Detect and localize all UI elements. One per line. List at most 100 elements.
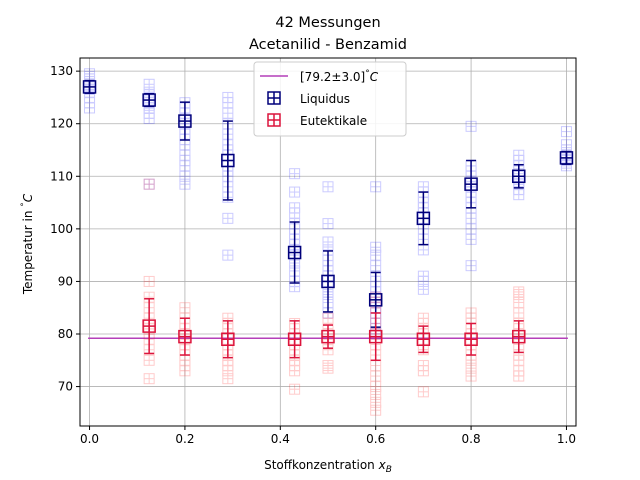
scatter-point — [179, 365, 191, 377]
marker-box — [465, 260, 477, 272]
scatter-point — [222, 91, 234, 103]
scatter-point — [179, 302, 191, 314]
y-axis-label-unit: C — [21, 193, 35, 202]
scatter-point — [513, 354, 525, 366]
marker-box — [222, 249, 234, 261]
scatter-point — [289, 360, 301, 372]
scatter-point — [370, 181, 382, 193]
legend-eutectic-value: [79.2±3.0] — [300, 70, 365, 84]
y-tick-label: 130 — [50, 64, 73, 78]
errorbar-liquidus — [142, 92, 156, 108]
marker-box — [179, 155, 191, 167]
marker-box — [465, 362, 477, 374]
marker-box — [179, 302, 191, 314]
scatter-point — [289, 207, 301, 219]
marker-box — [322, 181, 334, 193]
marker-box — [465, 120, 477, 132]
scatter-point — [179, 178, 191, 190]
scatter-point — [222, 212, 234, 224]
scatter-point — [560, 139, 572, 151]
marker-box — [370, 404, 382, 416]
scatter-point — [179, 170, 191, 182]
scatter-point — [465, 362, 477, 374]
scatter-point — [84, 68, 96, 80]
x-tick-label: 1.0 — [557, 432, 576, 446]
scatter-point — [417, 275, 429, 287]
marker-box — [289, 202, 301, 214]
x-axis-label: Stoffkonzentration xB — [264, 458, 392, 475]
scatter-point — [417, 365, 429, 377]
scatter-point — [143, 112, 155, 124]
x-tick-label: 0.2 — [175, 432, 194, 446]
marker-box — [370, 260, 382, 272]
marker-box — [417, 270, 429, 282]
legend-box — [253, 61, 407, 137]
scatter-point — [289, 383, 301, 395]
marker-box — [370, 241, 382, 253]
marker-box — [322, 312, 334, 324]
x-axis-label-sub: B — [386, 465, 392, 475]
scatter-point — [417, 386, 429, 398]
marker-box — [289, 383, 301, 395]
scatter-point — [289, 365, 301, 377]
marker-box — [84, 97, 96, 109]
scatter-point — [465, 233, 477, 245]
scatter-point — [322, 181, 334, 193]
marker-box — [417, 312, 429, 324]
scatter-point — [465, 120, 477, 132]
marker-box — [370, 396, 382, 408]
x-tick-label: 0.0 — [80, 432, 99, 446]
scatter-point — [417, 270, 429, 282]
scatter-point — [513, 289, 525, 301]
legend-eutectic-unit: C — [370, 70, 379, 84]
mean-marker — [142, 319, 156, 333]
scatter-point — [417, 360, 429, 372]
marker-box — [465, 223, 477, 235]
errorbar-liquidus — [321, 250, 335, 313]
marker-box — [222, 97, 234, 109]
scatter-point — [513, 296, 525, 308]
errorbar-eutektikale — [287, 320, 302, 359]
scatter-point — [465, 307, 477, 319]
scatter-point — [370, 381, 382, 393]
mean-marker — [368, 293, 383, 307]
chart-subtitle: Acetanilid - Benzamid — [249, 37, 407, 53]
marker-box — [465, 370, 477, 382]
errorbar-eutektikale — [321, 324, 335, 349]
marker-box — [143, 78, 155, 90]
marker-box — [179, 365, 191, 377]
scatter-point — [370, 404, 382, 416]
legend-eutectic-label: [79.2±3.0]°C — [300, 69, 379, 84]
marker-box — [143, 107, 155, 119]
marker-box — [222, 212, 234, 224]
marker-box — [179, 170, 191, 182]
y-tick-label: 120 — [50, 117, 73, 131]
legend-eutectic-degree: ° — [365, 69, 370, 79]
scatter-point — [179, 139, 191, 151]
marker-box — [513, 307, 525, 319]
marker-box — [513, 189, 525, 201]
scatter-point — [513, 365, 525, 377]
scatter-point — [143, 178, 155, 190]
marker-box — [370, 381, 382, 393]
legend-liquidus-swatch — [267, 91, 281, 105]
scatter-point — [513, 149, 525, 161]
scatter-point — [370, 260, 382, 272]
marker-box — [465, 307, 477, 319]
marker-box — [143, 275, 155, 287]
mean-marker — [321, 274, 335, 289]
marker-box — [289, 168, 301, 180]
scatter-point — [222, 373, 234, 385]
mean-marker — [82, 80, 97, 94]
scatter-point — [370, 388, 382, 400]
scatter-point — [513, 286, 525, 298]
errorbar-liquidus — [559, 150, 574, 165]
y-axis-label-main: Temperatur in — [21, 207, 35, 295]
marker-box — [370, 370, 382, 382]
marker-box — [513, 289, 525, 301]
marker-box — [289, 360, 301, 372]
scatter-point — [465, 260, 477, 272]
marker-box — [513, 296, 525, 308]
mean-marker — [321, 329, 335, 344]
